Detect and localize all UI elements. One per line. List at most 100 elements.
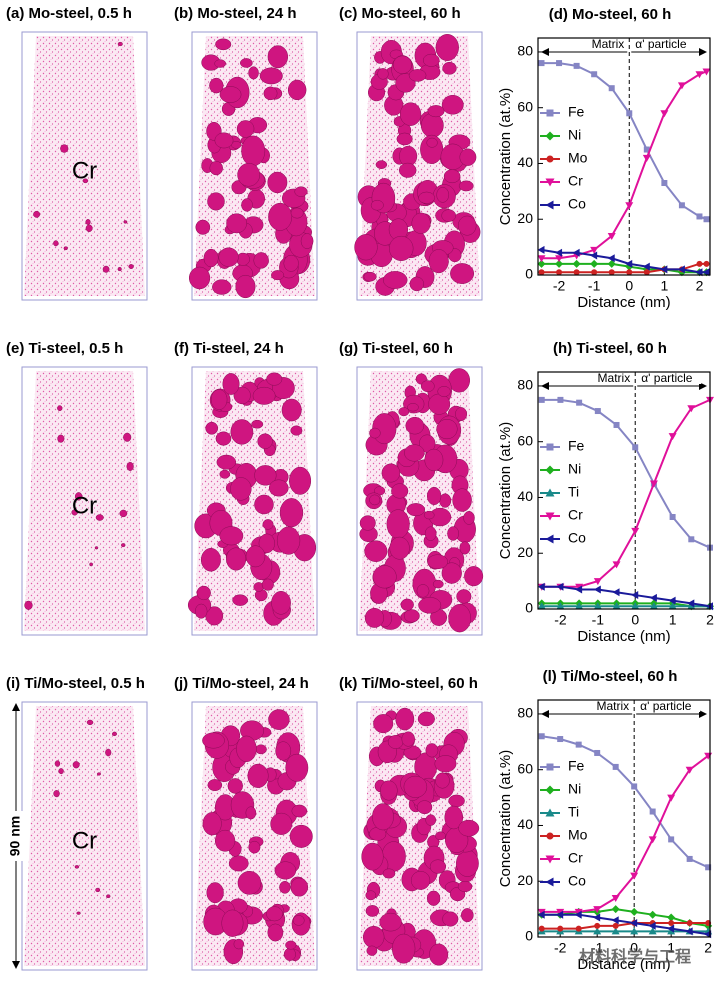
precipitate xyxy=(270,812,293,835)
plot-frame xyxy=(537,37,711,276)
precipitate xyxy=(237,870,262,895)
series-line xyxy=(541,602,710,608)
precipitate xyxy=(381,463,401,483)
legend-marker xyxy=(546,832,554,840)
precipitate xyxy=(405,416,425,435)
data-point xyxy=(613,421,620,428)
precipitate xyxy=(222,373,240,395)
data-point xyxy=(631,591,639,600)
precipitate xyxy=(255,744,267,755)
precipitate xyxy=(268,479,289,497)
plot-frame xyxy=(537,699,711,938)
box-outline xyxy=(21,366,148,636)
precipitate xyxy=(212,279,232,295)
data-point xyxy=(642,154,651,162)
precipitate xyxy=(263,86,278,101)
precipitate xyxy=(411,212,431,234)
panel-label: (j) Ti/Mo-steel, 24 h xyxy=(174,675,309,692)
box-outline xyxy=(356,366,483,636)
panel-label: (b) Mo-steel, 24 h xyxy=(174,5,297,22)
precipitate xyxy=(363,925,385,949)
precipitate xyxy=(380,780,398,801)
precipitate xyxy=(94,546,99,550)
legend-label: Ti xyxy=(568,804,579,820)
precipitate xyxy=(372,803,394,831)
precipitate xyxy=(396,132,413,146)
element-label: Cr xyxy=(72,827,97,854)
data-point xyxy=(538,396,545,403)
precipitate xyxy=(459,148,477,166)
precipitate xyxy=(429,859,447,874)
precipitate xyxy=(417,711,435,727)
data-point xyxy=(593,927,602,935)
series-line xyxy=(541,585,711,608)
data-point xyxy=(626,269,633,276)
precipitate xyxy=(444,805,464,830)
precipitate xyxy=(391,483,409,499)
precipitate xyxy=(210,389,228,410)
annotation: α' particle xyxy=(641,371,693,385)
data-point xyxy=(642,262,650,271)
precipitate xyxy=(226,547,247,571)
precipitate xyxy=(389,536,410,560)
precipitate xyxy=(285,753,309,782)
data-point xyxy=(695,268,703,277)
precipitate xyxy=(388,235,414,261)
precipitate xyxy=(102,265,110,273)
data-point xyxy=(537,255,546,263)
data-point xyxy=(557,925,564,932)
data-point xyxy=(696,260,703,267)
precipitate xyxy=(373,714,394,734)
precipitate xyxy=(399,102,422,126)
annotation-bg xyxy=(638,701,701,712)
x-tick-label: -2 xyxy=(554,940,567,956)
legend-marker xyxy=(545,178,555,187)
legend-marker xyxy=(546,155,554,163)
data-point xyxy=(612,602,621,610)
data-point xyxy=(643,146,650,153)
data-point xyxy=(537,259,546,268)
precipitate xyxy=(428,393,451,415)
data-point xyxy=(612,763,619,770)
precipitate xyxy=(216,454,237,470)
data-point xyxy=(556,602,565,610)
data-point xyxy=(590,251,598,260)
data-point xyxy=(591,71,598,78)
precipitate xyxy=(233,938,245,950)
precipitate xyxy=(279,498,304,528)
data-point xyxy=(702,68,711,76)
precipitate xyxy=(408,69,427,82)
data-point xyxy=(556,908,565,916)
series-line xyxy=(541,908,709,927)
data-point xyxy=(538,925,545,932)
precipitate xyxy=(281,398,302,422)
precipitate xyxy=(395,707,415,731)
precipitate xyxy=(53,790,60,798)
y-tick-label: 20 xyxy=(517,872,533,888)
precipitate xyxy=(236,120,255,138)
data-point xyxy=(668,602,677,610)
element-label: Cr xyxy=(72,157,97,184)
precipitate xyxy=(218,247,239,267)
data-point xyxy=(677,82,686,90)
data-point xyxy=(703,216,710,223)
data-point xyxy=(575,583,584,591)
precipitate xyxy=(214,829,236,852)
precipitate xyxy=(261,578,274,591)
data-point xyxy=(685,927,693,936)
box-outline xyxy=(191,366,318,636)
data-point xyxy=(537,582,545,591)
data-point xyxy=(607,232,616,240)
annotation-bg xyxy=(639,373,702,384)
legend-marker xyxy=(545,877,554,887)
data-point xyxy=(608,269,615,276)
legend-label: Fe xyxy=(568,438,585,454)
precipitate xyxy=(436,419,458,440)
precipitate xyxy=(121,543,126,548)
annotation-bg xyxy=(584,701,630,712)
data-point xyxy=(686,855,693,862)
chart-title: (l) Ti/Mo-steel, 60 h xyxy=(543,668,678,685)
element-label: Cr xyxy=(72,492,97,519)
precipitate xyxy=(60,144,69,153)
legend-marker xyxy=(545,785,555,795)
